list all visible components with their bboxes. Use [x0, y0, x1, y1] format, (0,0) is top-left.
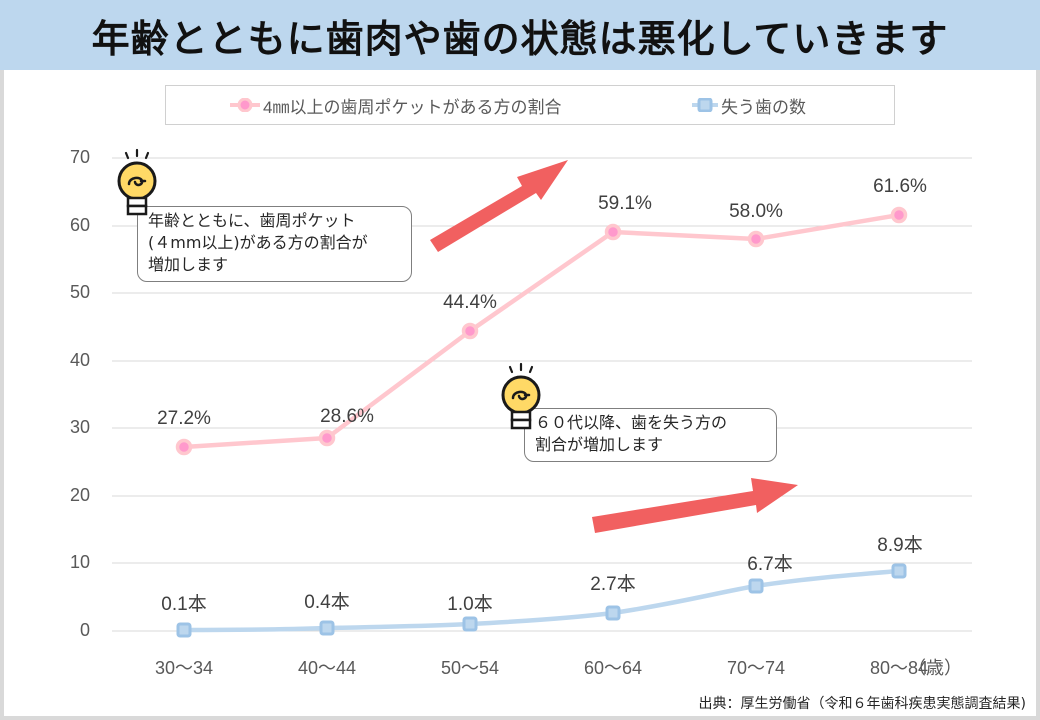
data-label: 2.7本 — [590, 574, 636, 595]
data-label: 0.4本 — [304, 592, 350, 613]
y-tick: 10 — [69, 552, 90, 572]
teeth-series-markers — [176, 563, 907, 638]
data-label: 0.1本 — [161, 594, 207, 615]
chart-legend: 4㎜以上の歯周ポケットがある方の割合 失う歯の数 — [165, 85, 895, 125]
y-tick: 50 — [69, 282, 90, 302]
x-tick: 50～54 — [440, 658, 500, 678]
data-label: 44.4% — [443, 292, 497, 313]
pocket-series-markers — [175, 206, 908, 456]
data-label: 1.0本 — [447, 594, 493, 615]
data-label: 61.6% — [873, 176, 927, 197]
data-label: 8.9本 — [877, 535, 923, 556]
data-label: 6.7本 — [747, 554, 793, 575]
teeth-series-line — [183, 568, 900, 633]
callout-line: 増加します — [148, 255, 229, 274]
lightbulb-icon — [117, 148, 157, 216]
y-tick: 70 — [69, 147, 90, 167]
callout-line: ６０代以降、歯を失う方の — [535, 413, 728, 432]
y-tick: 0 — [79, 620, 90, 640]
callout-line: 割合が増加します — [535, 435, 664, 454]
x-tick: 60～64 — [583, 658, 643, 678]
x-unit-label: （歳） — [908, 658, 962, 678]
circle-marker-icon — [230, 98, 260, 112]
x-tick: 30～34 — [154, 658, 214, 678]
legend-label: 失う歯の数 — [721, 97, 806, 117]
source-citation: 出典：厚生労働省（令和６年歯科疾患実態調査結果) — [698, 696, 1026, 712]
y-tick: 40 — [69, 350, 90, 370]
header-banner: 年齢とともに歯肉や歯の状態は悪化していきます — [0, 0, 1040, 70]
annotation-callout-teeth: ６０代以降、歯を失う方の 割合が増加します — [524, 408, 777, 462]
x-tick: 80～84 — [869, 658, 929, 678]
data-label: 59.1% — [598, 193, 652, 214]
callout-line: (４mm以上)がある方の割合が — [148, 233, 368, 252]
legend-item-pocket: 4㎜以上の歯周ポケットがある方の割合 — [230, 86, 561, 124]
x-tick: 40～44 — [297, 658, 357, 678]
legend-item-teeth: 失う歯の数 — [692, 86, 806, 124]
trend-arrow-up-icon — [430, 160, 568, 252]
y-tick: 20 — [69, 485, 90, 505]
annotation-callout-pocket: 年齢とともに、歯周ポケット (４mm以上)がある方の割合が 増加します — [137, 206, 412, 282]
x-tick: 70～74 — [726, 658, 786, 678]
data-label: 27.2% — [157, 408, 211, 429]
square-marker-icon — [692, 98, 718, 112]
data-label: 28.6% — [320, 406, 374, 427]
lightbulb-icon — [501, 362, 541, 430]
y-tick: 60 — [69, 215, 90, 235]
trend-arrow-right-icon — [592, 478, 798, 533]
page-title: 年齢とともに歯肉や歯の状態は悪化していきます — [91, 16, 949, 61]
data-label: 58.0% — [729, 201, 783, 222]
callout-line: 年齢とともに、歯周ポケット — [148, 211, 356, 230]
pocket-series-line — [183, 212, 900, 450]
legend-label: 4㎜以上の歯周ポケットがある方の割合 — [263, 97, 562, 117]
y-tick: 30 — [69, 417, 90, 437]
